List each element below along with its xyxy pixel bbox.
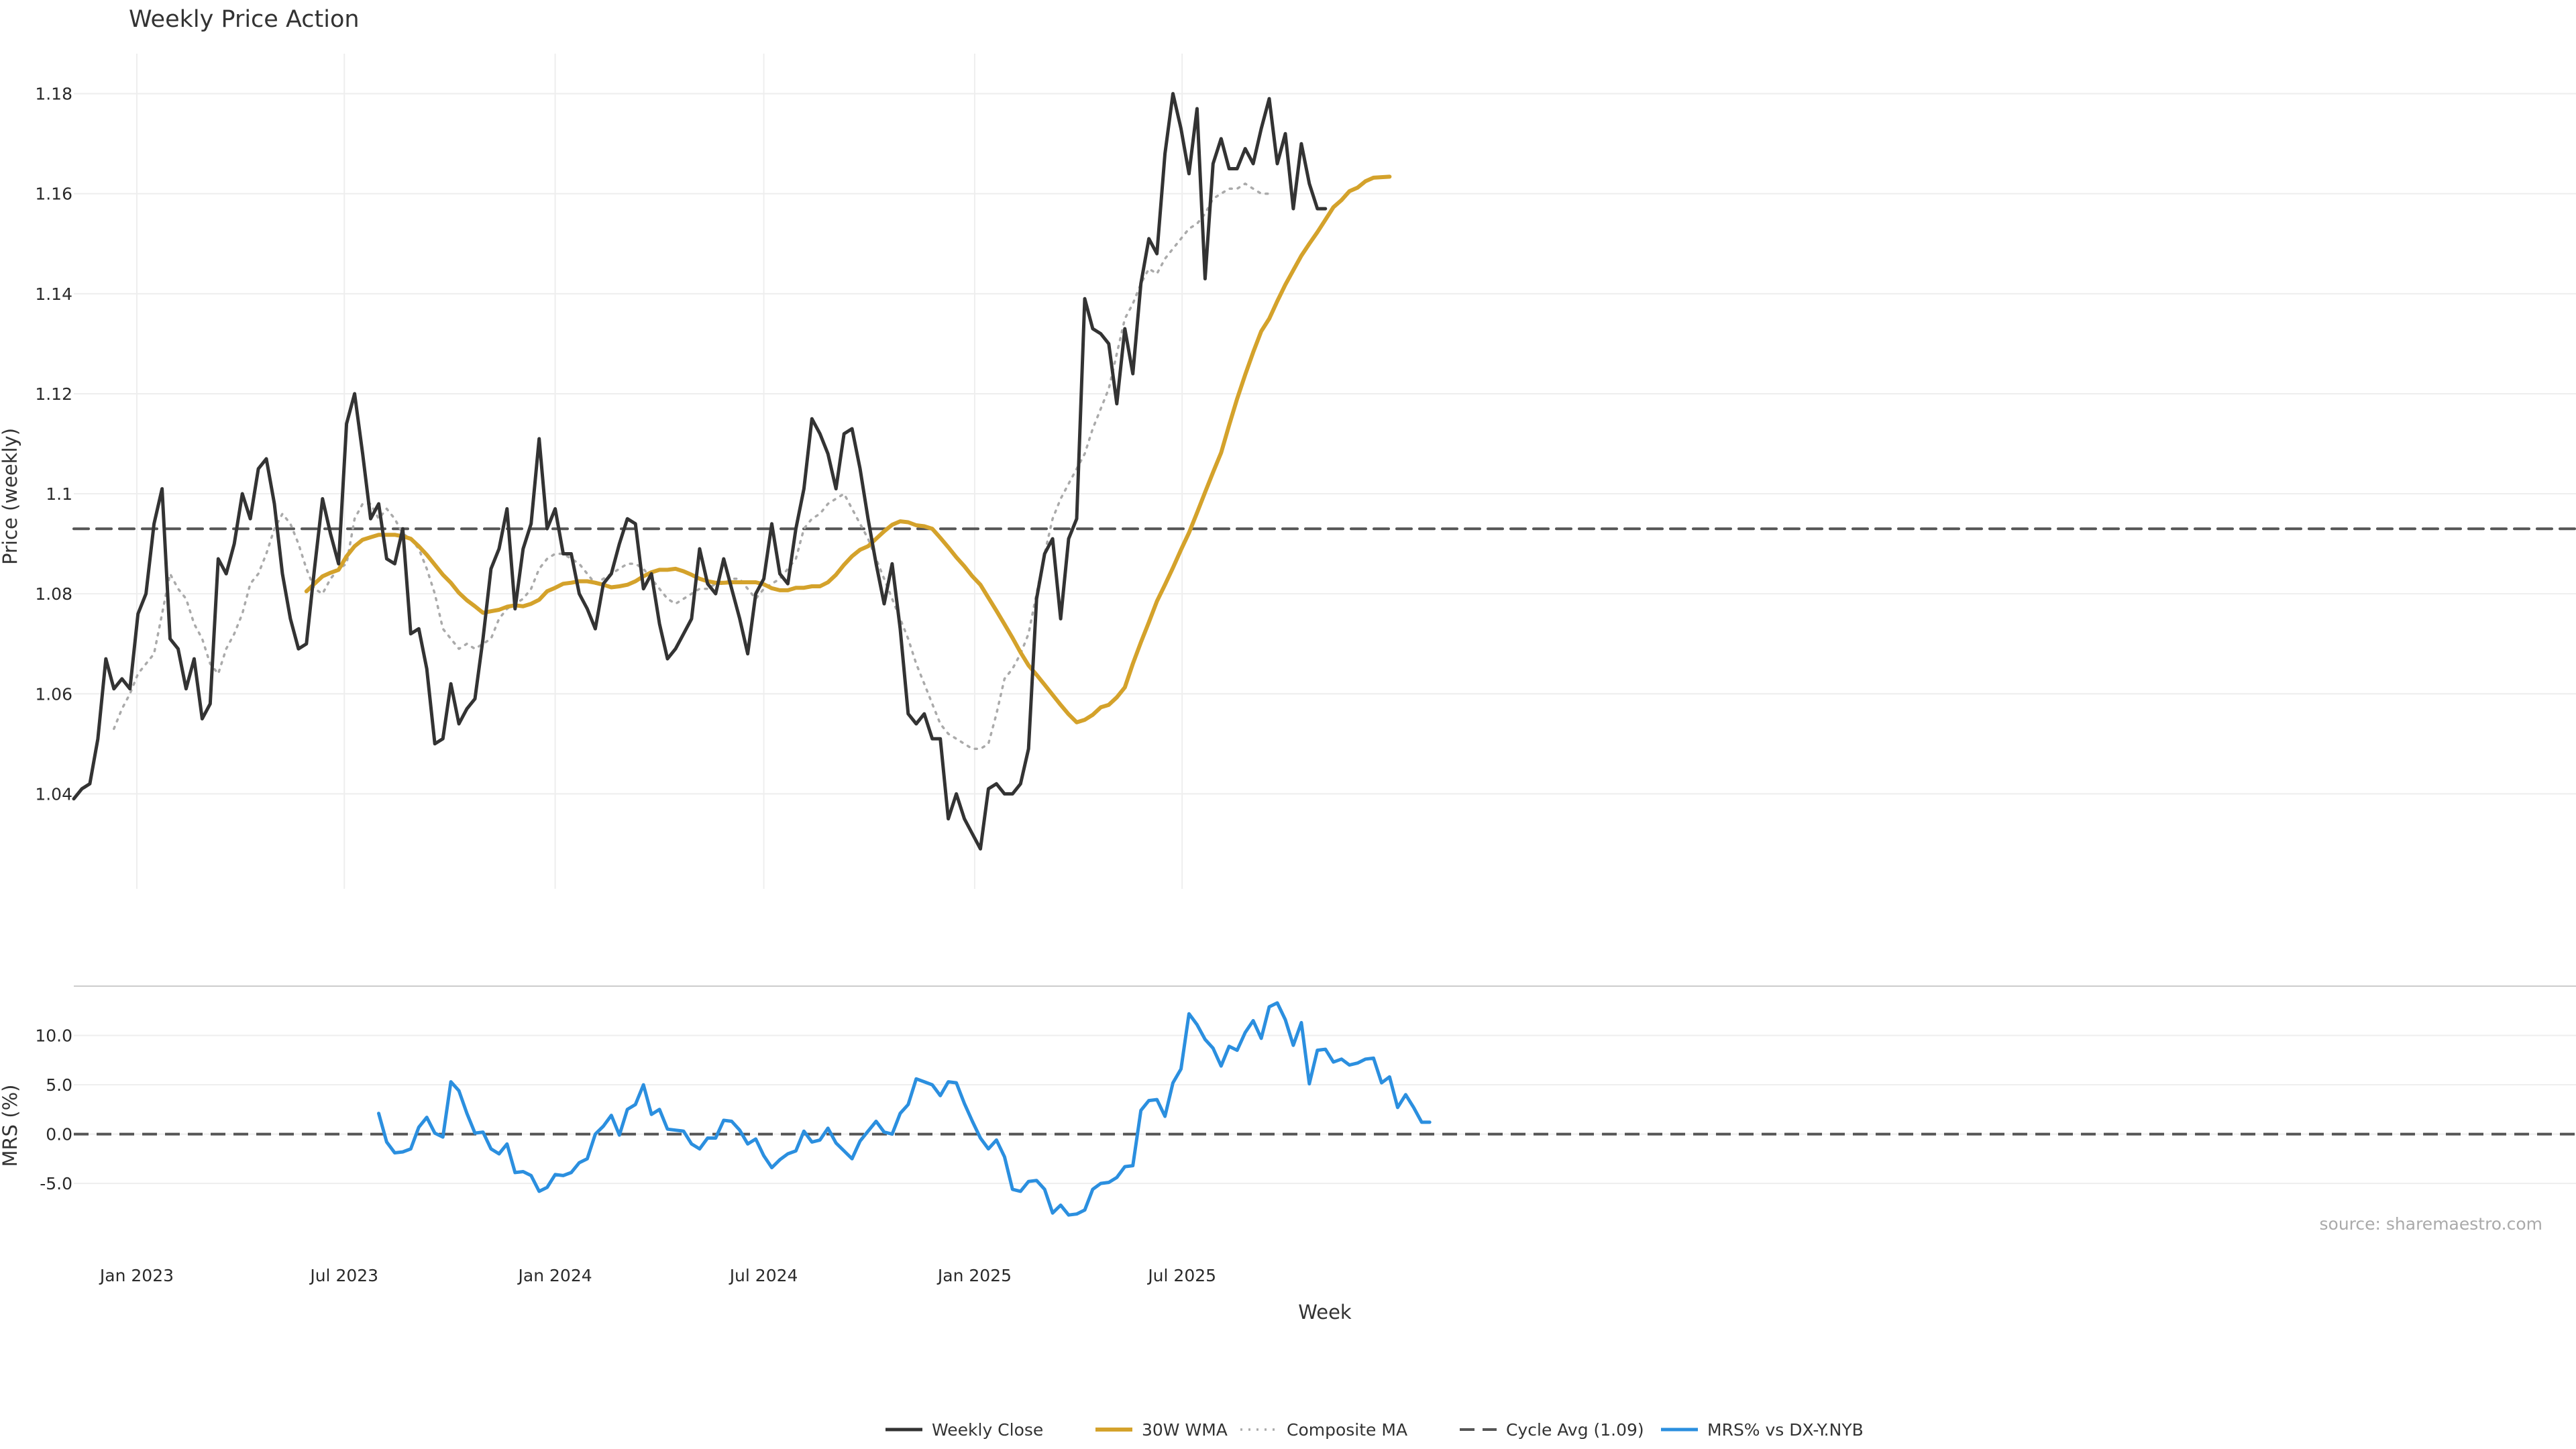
composite-ma-line [113,182,1271,751]
x-tick-label: Jul 2024 [729,1266,798,1285]
grid [74,54,2576,1185]
price-y-axis-title: Price (weekly) [0,428,21,565]
legend-label: 30W WMA [1142,1420,1228,1440]
legend-item: Cycle Avg (1.09) [1460,1420,1644,1440]
mrs-y-tick-label: 5.0 [46,1075,72,1095]
x-tick-label: Jan 2025 [936,1266,1012,1285]
chart-title: Weekly Price Action [129,6,360,33]
mrs-y-tick-label: -5.0 [40,1174,72,1193]
x-tick-label: Jan 2023 [99,1266,174,1285]
legend-item: Composite MA [1240,1420,1407,1440]
x-axis: Jan 2023 Jul 2023 Jan 2024 Jul 2024 Jan 2025… [99,1266,1216,1285]
price-panel-series [72,92,2576,851]
mrs-line [377,1001,1432,1217]
legend-item: 30W WMA [1095,1420,1228,1440]
mrs-y-tick-label: 0.0 [46,1125,72,1144]
legend-label: Weekly Close [932,1420,1043,1440]
30w-wma-line [304,174,1392,724]
price-y-tick-label: 1.08 [35,584,72,604]
legend-item: MRS% vs DX-Y.NYB [1661,1420,1864,1440]
legend: Weekly Close 30W WMA Composite MA Cycle Avg… [885,1420,1864,1440]
price-y-tick-label: 1.06 [35,684,72,704]
mrs-y-axis: -5.0 0.0 5.0 10.0 [35,1026,72,1194]
source-note: source: sharemaestro.com [2320,1214,2543,1234]
price-y-tick-label: 1.04 [35,784,72,804]
x-axis-title: Week [1298,1301,1352,1324]
mrs-y-tick-label: 10.0 [35,1026,72,1046]
price-y-tick-label: 1.1 [46,484,72,504]
legend-label: Composite MA [1287,1420,1407,1440]
price-y-tick-label: 1.16 [35,184,72,204]
legend-label: MRS% vs DX-Y.NYB [1707,1420,1864,1440]
mrs-y-axis-title: MRS (%) [0,1085,21,1167]
legend-item: Weekly Close [885,1420,1043,1440]
x-tick-label: Jul 2023 [309,1266,378,1285]
x-tick-label: Jul 2025 [1146,1266,1216,1285]
price-y-tick-label: 1.18 [35,85,72,104]
mrs-panel-series [74,1001,2576,1217]
price-y-tick-label: 1.12 [35,384,72,404]
legend-label: Cycle Avg (1.09) [1506,1420,1644,1440]
x-tick-label: Jan 2024 [517,1266,592,1285]
price-y-tick-label: 1.14 [35,284,72,304]
price-y-axis: 1.04 1.06 1.08 1.1 1.12 1.14 1.16 1.18 [35,85,72,804]
weekly-close-line [72,92,1328,851]
